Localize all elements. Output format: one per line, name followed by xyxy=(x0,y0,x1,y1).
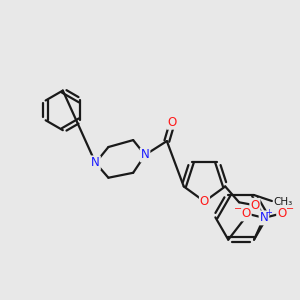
Text: N: N xyxy=(141,148,149,161)
Text: N: N xyxy=(260,212,268,224)
Text: O: O xyxy=(242,207,251,220)
Text: −: − xyxy=(234,204,242,214)
Text: O: O xyxy=(250,199,260,212)
Text: −: − xyxy=(286,204,294,214)
Text: O: O xyxy=(200,195,209,208)
Text: O: O xyxy=(167,116,176,129)
Text: +: + xyxy=(266,208,272,217)
Text: O: O xyxy=(277,207,286,220)
Text: N: N xyxy=(91,156,100,170)
Text: CH₃: CH₃ xyxy=(274,197,293,207)
